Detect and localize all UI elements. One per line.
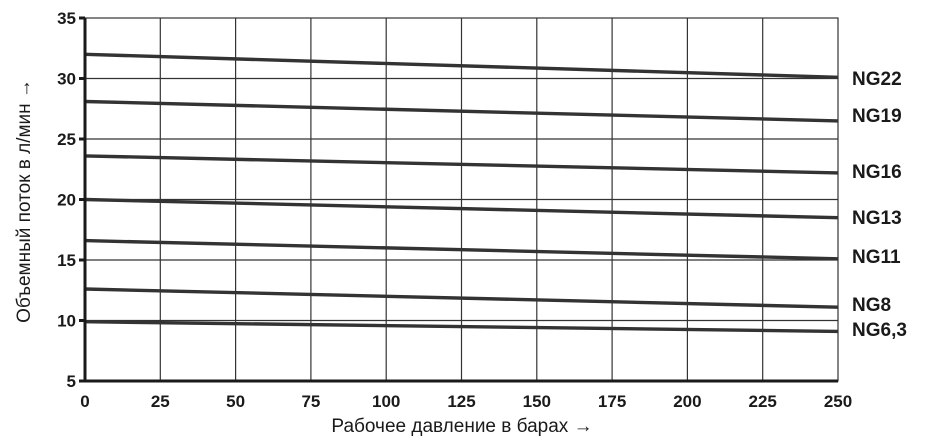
series-line-ng22 — [84, 52, 839, 79]
series-label-ng8: NG8 — [852, 295, 891, 316]
series-line-ng16 — [84, 154, 839, 175]
series-label-ng11: NG11 — [852, 247, 901, 268]
x-tick-label: 100 — [372, 392, 400, 411]
y-tick-label: 5 — [67, 372, 76, 391]
y-tick-label: 35 — [57, 9, 76, 28]
x-tick-label: 250 — [824, 392, 852, 411]
x-tick-label: 150 — [523, 392, 551, 411]
x-tick-label: 175 — [598, 392, 626, 411]
x-tick-label: 0 — [80, 392, 89, 411]
x-tick-label: 125 — [447, 392, 475, 411]
x-tick-label: 50 — [226, 392, 245, 411]
x-axis-label: Рабочее давление в барах → — [331, 416, 592, 437]
series-label-ng16: NG16 — [852, 162, 902, 183]
y-tick-label: 25 — [57, 130, 76, 149]
series-label-ng19: NG19 — [852, 106, 902, 127]
series-labels: NG22 NG19 NG16 NG13 NG11 NG8 NG6,3 — [852, 69, 907, 341]
series-label-ng63: NG6,3 — [852, 320, 907, 341]
series-label-ng22: NG22 — [852, 69, 902, 90]
x-tick-label: 225 — [749, 392, 777, 411]
series-lines — [84, 52, 839, 334]
y-tick-label: 10 — [57, 312, 76, 331]
series-line-ng19 — [84, 99, 839, 123]
x-tick-label: 200 — [673, 392, 701, 411]
y-axis-label: Объемный поток в л/мин → — [14, 79, 35, 323]
series-line-ng11 — [84, 238, 839, 261]
x-tick-label: 25 — [151, 392, 170, 411]
y-tick-label: 30 — [57, 70, 76, 89]
y-tick-label: 20 — [57, 191, 76, 210]
series-label-ng13: NG13 — [852, 208, 902, 229]
tick-labels: 0 25 50 75 100 125 150 175 200 225 250 5 10 15 20 25 30 3… — [57, 9, 852, 411]
series-line-ng63 — [84, 320, 839, 334]
axes — [79, 16, 838, 383]
series-line-ng13 — [84, 197, 839, 220]
y-tick-label: 15 — [57, 251, 76, 270]
x-tick-label: 75 — [301, 392, 320, 411]
series-line-ng8 — [84, 287, 839, 309]
